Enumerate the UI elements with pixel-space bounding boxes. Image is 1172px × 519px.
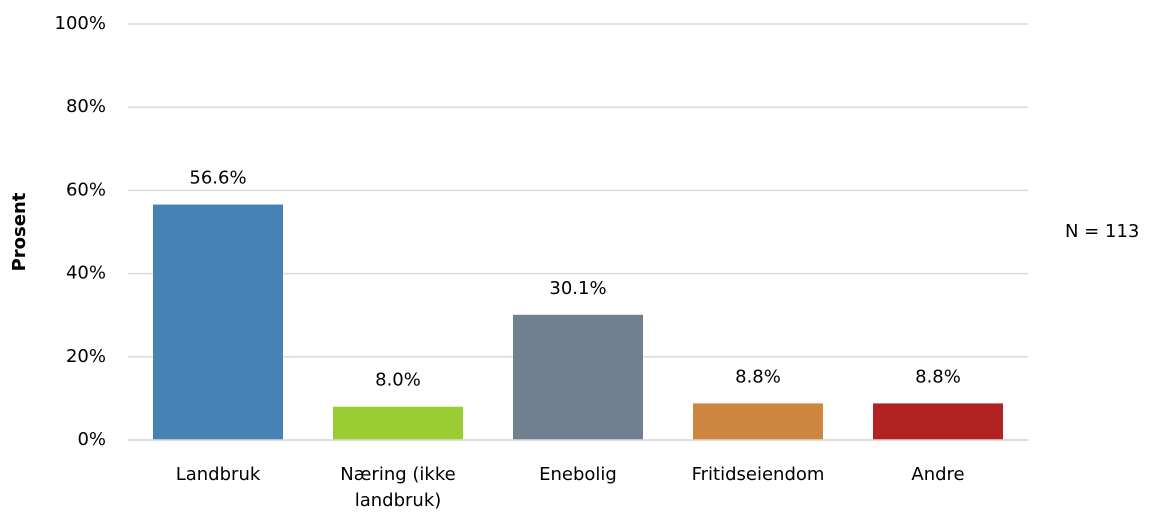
y-tick-label: 20% [66, 346, 106, 367]
y-tick-label: 100% [55, 13, 106, 34]
y-tick-label: 40% [66, 263, 106, 284]
y-tick-label: 0% [77, 429, 106, 450]
y-tick-label: 80% [66, 96, 106, 117]
x-tick-label: Landbruk [175, 464, 261, 485]
value-label: 8.0% [375, 370, 421, 391]
x-tick-label: Enebolig [539, 464, 617, 485]
bar [153, 204, 283, 440]
value-label: 8.8% [915, 366, 961, 387]
bar [873, 403, 1003, 440]
x-tick-label: Fritidseiendom [691, 464, 825, 485]
bar [693, 403, 823, 440]
y-tick-label: 60% [66, 179, 106, 200]
x-tick-label: Andre [911, 464, 965, 485]
value-label: 8.8% [735, 366, 781, 387]
bar [513, 314, 643, 440]
value-label: 30.1% [549, 278, 606, 299]
x-tick-label: Næring (ikke landbruk) [340, 464, 456, 511]
y-axis-label: Prosent [9, 192, 30, 271]
annotation: N = 113 [1065, 221, 1139, 242]
value-label: 56.6% [189, 168, 246, 189]
bar [333, 406, 463, 440]
